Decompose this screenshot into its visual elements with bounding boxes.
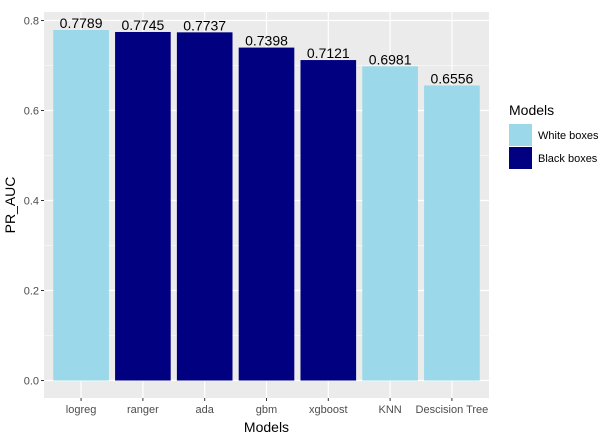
x-tick-label: gbm bbox=[256, 404, 277, 416]
x-tick-label: ranger bbox=[127, 404, 159, 416]
y-axis-title: PR_AUC bbox=[2, 177, 18, 234]
data-label: 0.7121 bbox=[307, 45, 350, 61]
x-axis-title: Models bbox=[244, 419, 289, 435]
data-label: 0.6556 bbox=[431, 70, 474, 86]
legend: Models White boxes Black boxes bbox=[509, 102, 599, 169]
legend-key bbox=[509, 147, 532, 169]
y-tick-label: 0.2 bbox=[24, 286, 39, 298]
x-tick-label: KNN bbox=[378, 404, 401, 416]
x-tick-label: Descision Tree bbox=[416, 404, 489, 416]
y-tick-label: 0.4 bbox=[24, 196, 39, 208]
bar-ranger bbox=[115, 31, 171, 381]
x-tick-label: logreg bbox=[66, 404, 97, 416]
bar-gbm bbox=[238, 47, 295, 381]
x-tick-label: ada bbox=[196, 404, 215, 416]
bar-descision-tree bbox=[424, 85, 480, 381]
y-tick-label: 0.0 bbox=[24, 376, 39, 388]
bar-xgboost bbox=[300, 60, 357, 381]
data-label: 0.7737 bbox=[183, 17, 226, 33]
y-tick-label: 0.8 bbox=[24, 16, 39, 28]
y-tick-label: 0.6 bbox=[24, 106, 39, 118]
data-label: 0.7745 bbox=[121, 17, 164, 33]
bar-logreg bbox=[53, 29, 109, 381]
data-label: 0.7398 bbox=[245, 33, 288, 49]
bar-knn bbox=[362, 66, 418, 381]
data-label: 0.7789 bbox=[60, 15, 103, 31]
legend-key bbox=[509, 124, 532, 146]
legend-label: White boxes bbox=[538, 130, 599, 142]
legend-title: Models bbox=[509, 102, 554, 118]
bar-ada bbox=[176, 32, 233, 381]
legend-label: Black boxes bbox=[538, 153, 598, 165]
data-label: 0.6981 bbox=[369, 51, 412, 67]
x-tick-label: xgboost bbox=[309, 404, 348, 416]
